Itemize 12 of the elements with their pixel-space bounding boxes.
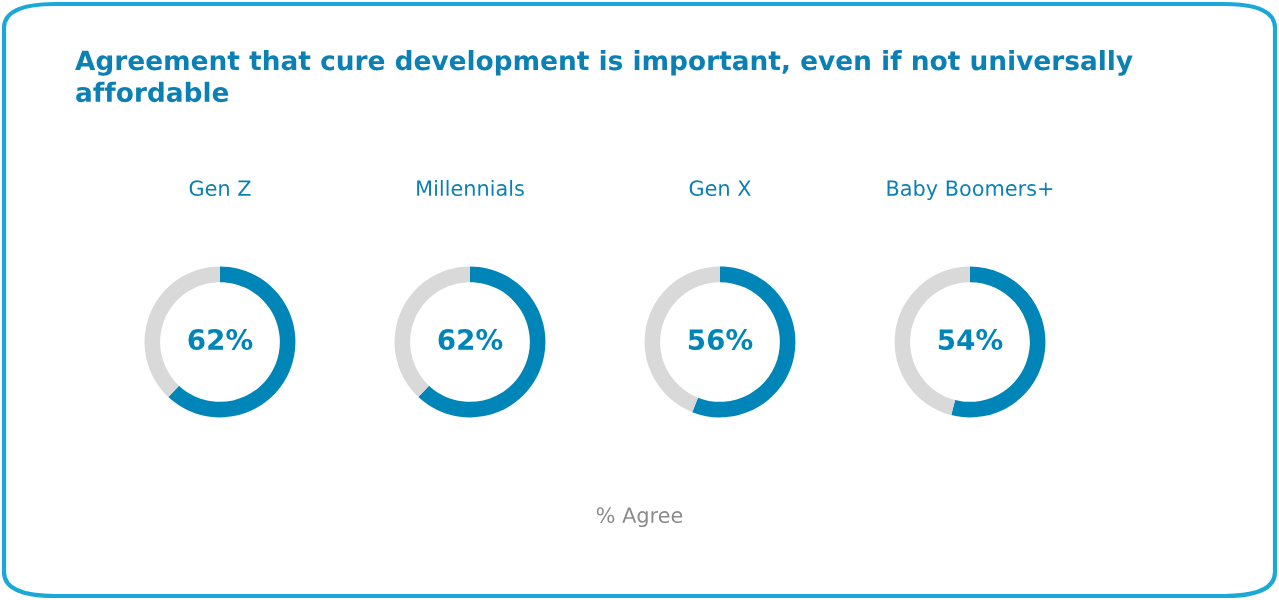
chart-title: Gen Z — [189, 180, 251, 197]
data-label: 56% — [688, 329, 753, 351]
text: % Agree — [596, 507, 683, 528]
data-label: 62% — [188, 329, 253, 351]
data-label: 62% — [438, 329, 503, 351]
chart-title: Gen X — [689, 180, 751, 197]
chart-title: Baby Boomers+ — [887, 179, 1053, 201]
donut-slice — [168, 266, 296, 418]
donut-slice — [418, 266, 546, 418]
chart-title: Millennials — [417, 179, 524, 197]
data-label: 54% — [938, 329, 1003, 351]
text: Agreement that cure development is important, even if not universally affordable — [75, 50, 1133, 103]
